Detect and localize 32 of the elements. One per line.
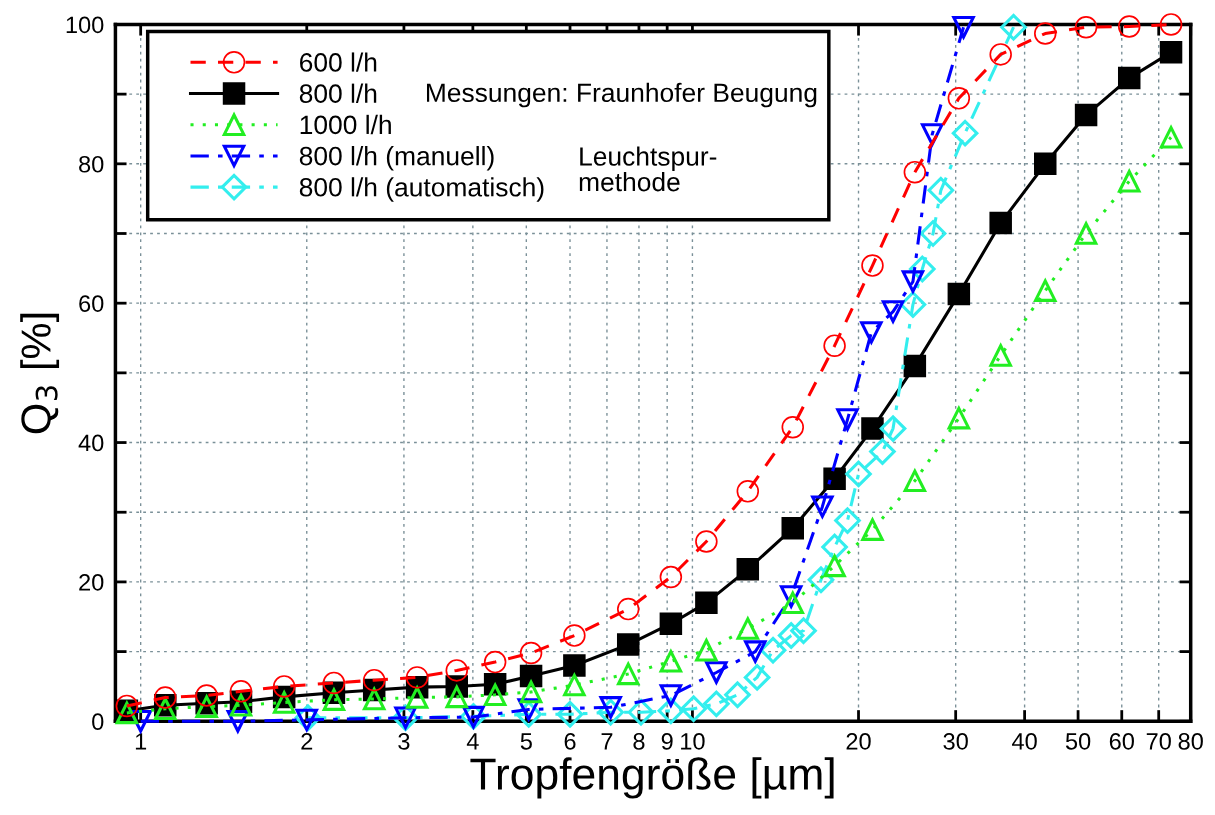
x-tick-label: 9 (661, 733, 673, 750)
x-tick-label: 8 (633, 733, 645, 750)
y-tick-label: 0 (92, 713, 104, 731)
legend-label: 800 l/h (automatisch) (299, 177, 544, 202)
x-tick-label: 70 (1146, 733, 1171, 750)
y-tick-label: 20 (79, 573, 104, 591)
x-tick-label: 10 (681, 733, 705, 750)
x-tick-label: 7 (601, 733, 613, 750)
legend-label: 800 l/h (manuell) (299, 146, 494, 171)
x-tick-label: 20 (846, 733, 871, 750)
x-tick-label: 40 (1012, 733, 1037, 750)
x-tick-label: 30 (943, 733, 968, 750)
y-tick-label: 40 (78, 434, 104, 452)
x-tick-label: 2 (301, 733, 313, 750)
y-tick-label: 100 (66, 16, 104, 34)
x-tick-label: 6 (564, 733, 576, 750)
legend-label: 600 l/h (300, 52, 377, 72)
legend-label: 1000 l/h (300, 114, 391, 135)
x-tick-label: 4 (466, 733, 479, 750)
y-axis-title: Q$_{3}$ [%] (20, 313, 60, 434)
x-tick-label: 1 (135, 733, 147, 750)
y-tick-label: 80 (79, 155, 104, 173)
legend-label: 800 l/h (299, 83, 377, 104)
x-tick-label: 5 (520, 733, 532, 750)
y-tick-label: 60 (79, 295, 104, 312)
x-tick-label: 80 (1178, 733, 1203, 750)
x-tick-label: 3 (398, 733, 410, 750)
x-tick-label: 60 (1109, 733, 1134, 750)
x-axis-title: Tropfengröße [µm] (470, 757, 834, 799)
x-tick-label: 50 (1065, 733, 1091, 750)
annotation: Leuchtspur- methode (579, 146, 717, 192)
annotation: Messungen: Fraunhofer Beugung (426, 82, 817, 108)
